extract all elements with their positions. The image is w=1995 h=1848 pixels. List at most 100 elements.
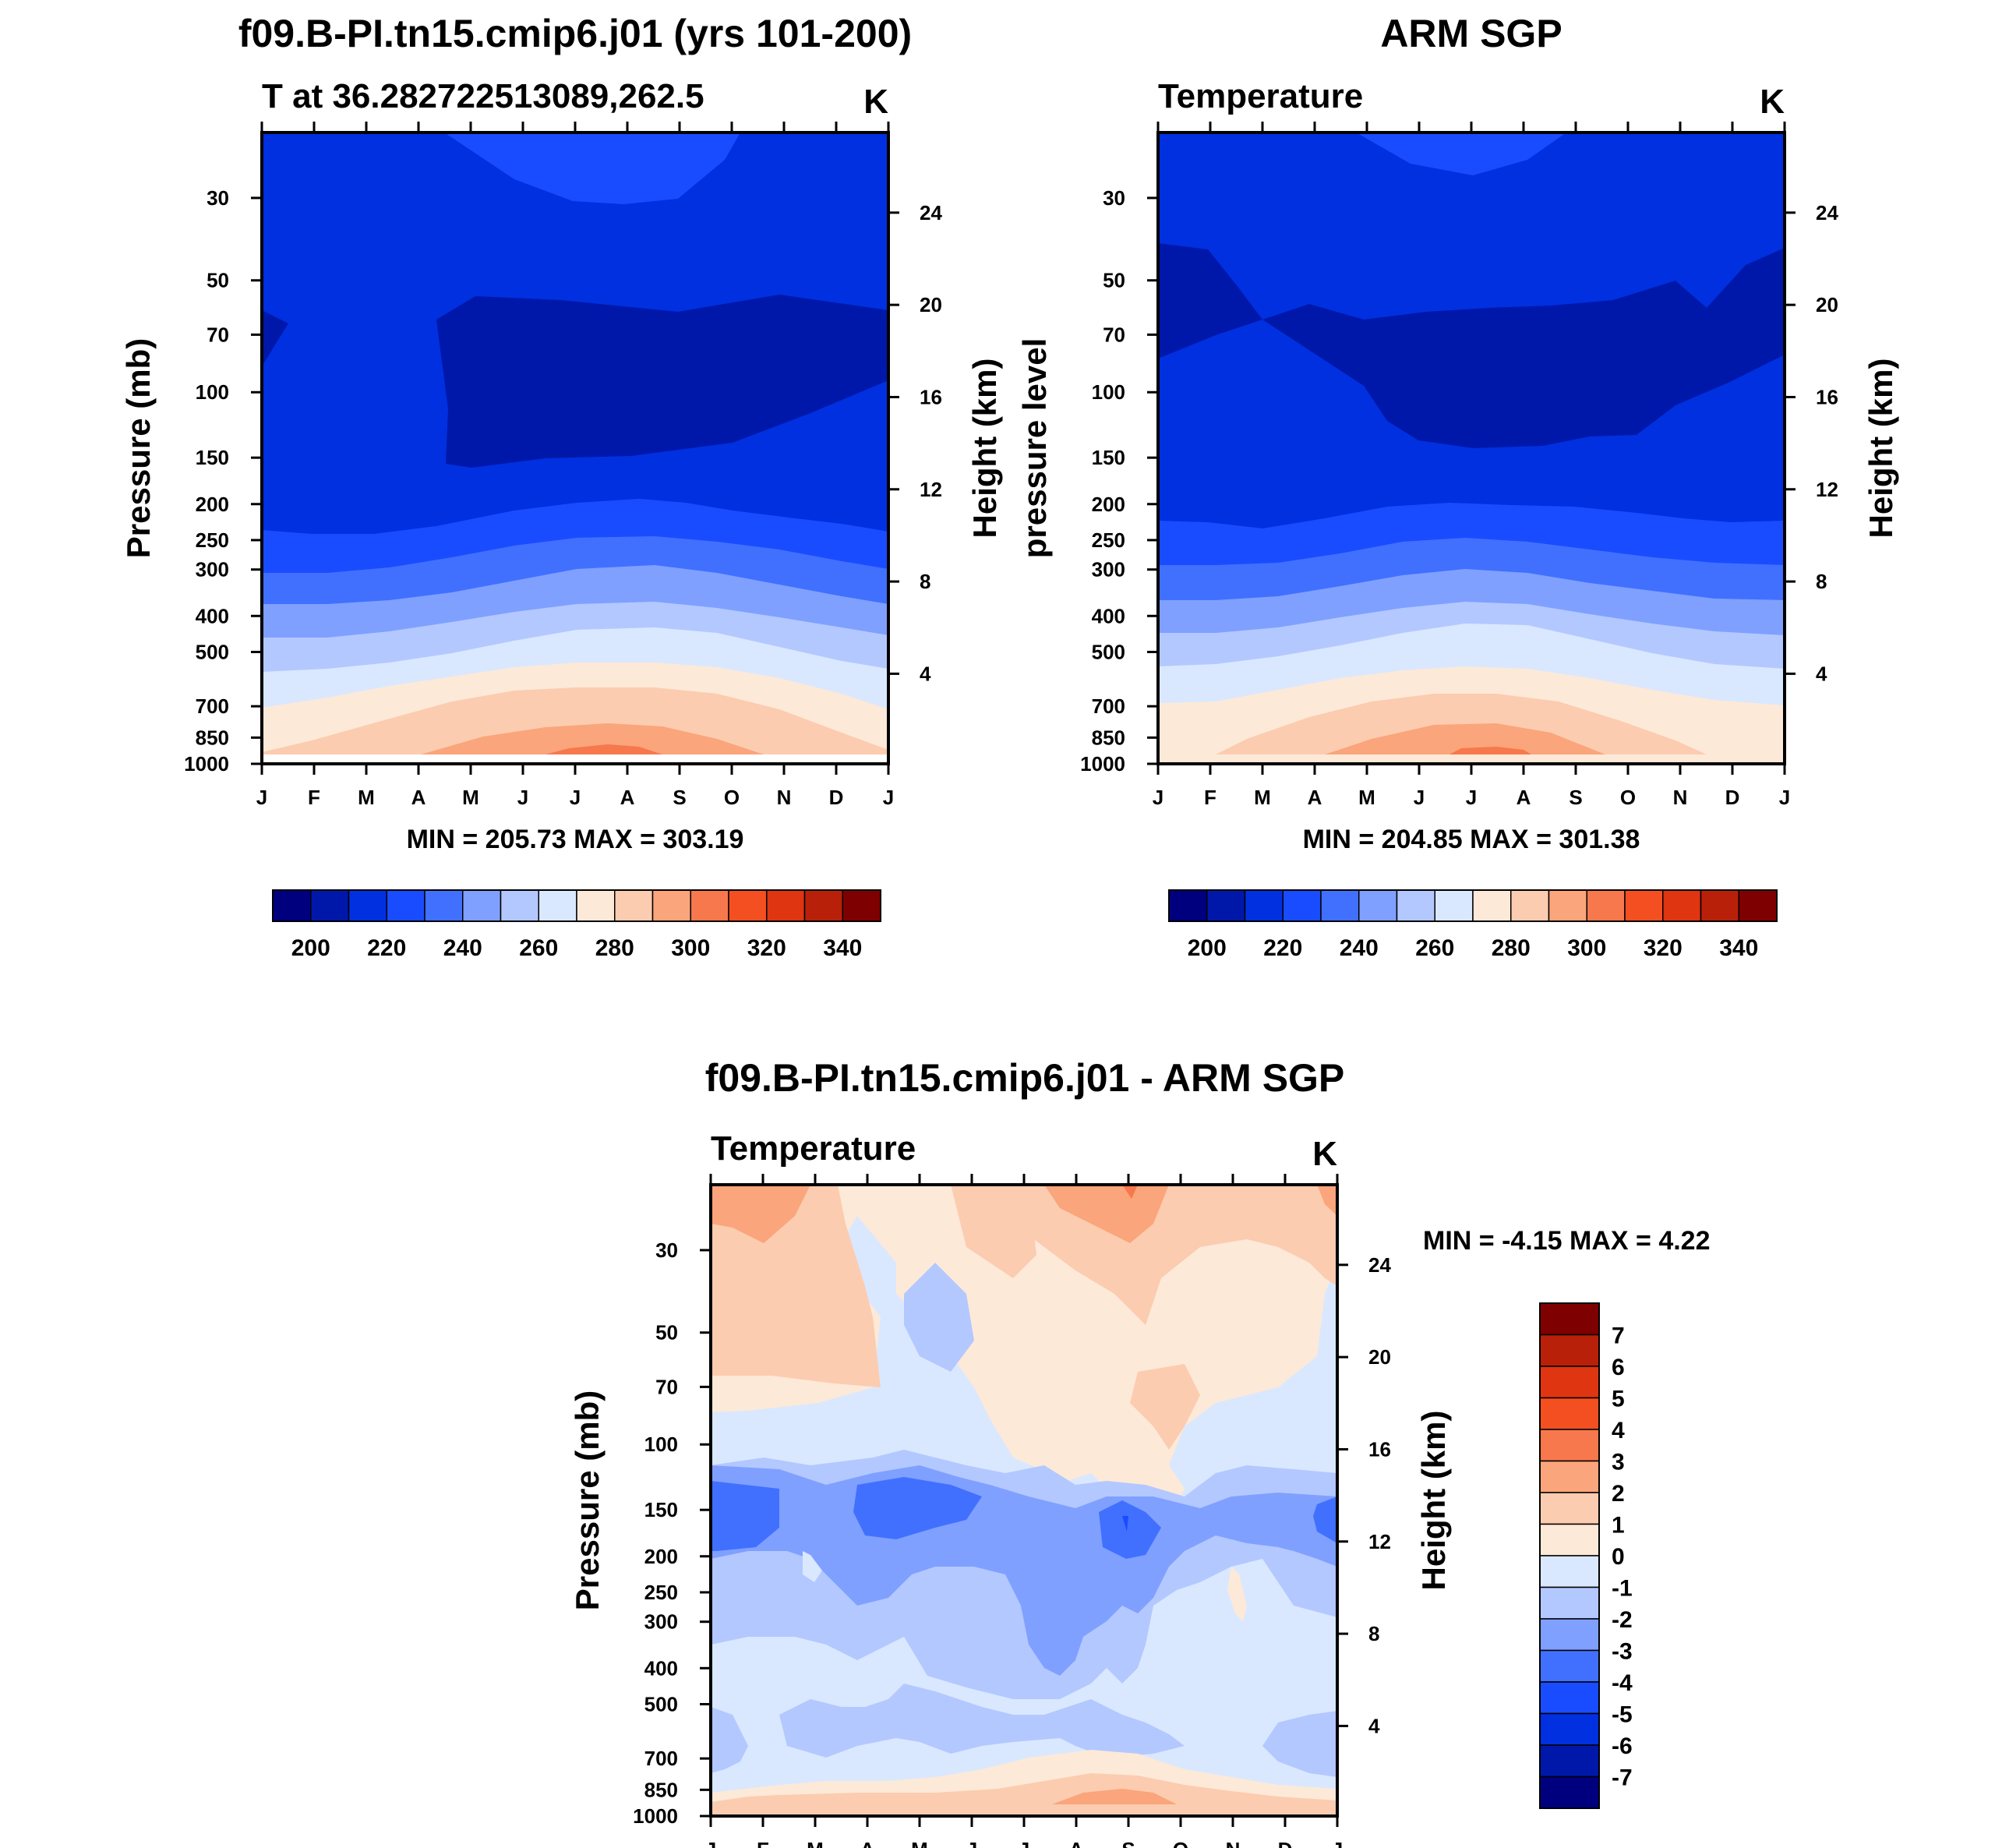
colorbar-label: 3	[1612, 1450, 1625, 1475]
panel-model: f09.B-PI.tn15.cmip6.j01 (yrs 101-200) T …	[120, 12, 1003, 961]
colorbar-label: 200	[291, 935, 330, 961]
colorbar-label: 240	[1340, 935, 1379, 961]
units-label: K	[1312, 1135, 1337, 1173]
x-tick-label: F	[757, 1838, 769, 1848]
colorbar-swatch	[1434, 889, 1474, 922]
colorbar-swatch	[1539, 1776, 1600, 1809]
y-tick-label: 500	[196, 640, 229, 663]
colorbar-swatch	[1548, 889, 1587, 922]
x-tick-label: J	[1779, 786, 1790, 809]
panel-subtitle: Temperature	[1158, 77, 1363, 115]
colorbar-swatch	[1539, 1366, 1600, 1399]
axes: J F M A M J J A S O N D J 30 50 70 100 150 200 250 300 400 500…	[633, 1174, 1391, 1848]
colorbar-swatch	[1539, 1555, 1600, 1588]
panel-subtitle: T at 36.282722513089,262.5	[262, 77, 704, 115]
y-right-tick-label: 16	[1816, 385, 1838, 408]
y-right-tick-label: 12	[1368, 1530, 1391, 1553]
colorbar-label: -2	[1612, 1607, 1633, 1633]
y-tick-label: 1000	[184, 752, 229, 776]
y-tick-label: 850	[1092, 726, 1125, 749]
y-right-tick-label: 12	[1816, 478, 1838, 501]
colorbar-label: 300	[1567, 935, 1606, 961]
y-tick-label: 300	[196, 558, 229, 581]
colorbar-label: 7	[1612, 1323, 1625, 1349]
colorbar-label: -3	[1612, 1639, 1633, 1665]
y-tick-label: 150	[1092, 446, 1125, 469]
colorbar-swatch	[766, 889, 806, 922]
y-tick-label: 30	[1103, 186, 1125, 210]
colorbar-swatch	[1206, 889, 1246, 922]
colorbar-swatch	[1539, 1334, 1600, 1367]
y-tick-label: 100	[1092, 380, 1125, 404]
contour-field	[711, 1185, 1337, 1816]
y-right-tick-label: 24	[1816, 201, 1838, 224]
y-right-tick-label: 8	[1816, 570, 1827, 593]
colorbar-swatch	[538, 889, 577, 922]
colorbar-swatch	[1539, 1586, 1600, 1620]
y-tick-label: 30	[207, 186, 229, 210]
x-tick-label: J	[1153, 786, 1163, 809]
x-tick-label: M	[1358, 786, 1375, 809]
y-tick-label: 700	[644, 1747, 678, 1770]
colorbar-label: -5	[1612, 1702, 1633, 1728]
y-right-tick-label: 4	[1368, 1714, 1380, 1737]
y-right-axis-label: Height (km)	[966, 359, 1003, 539]
x-tick-label: A	[411, 786, 426, 809]
y-right-tick-label: 20	[920, 293, 942, 316]
y-tick-label: 50	[1103, 269, 1125, 292]
y-tick-label: 50	[655, 1321, 678, 1344]
colorbar-swatch	[1539, 1492, 1600, 1525]
colorbar-swatch	[1282, 889, 1322, 922]
y-tick-label: 250	[196, 528, 229, 552]
y-tick-label: 200	[1092, 493, 1125, 516]
colorbar-swatch	[1168, 889, 1208, 922]
x-tick-label: A	[1308, 786, 1322, 809]
x-tick-label: D	[829, 786, 844, 809]
y-axis-label: Pressure (mb)	[120, 338, 157, 558]
colorbar-label: 200	[1188, 935, 1227, 961]
y-tick-label: 500	[644, 1692, 678, 1715]
colorbar-label: 280	[1492, 935, 1531, 961]
x-tick-label: J	[1019, 1838, 1029, 1848]
units-label: K	[1760, 83, 1785, 121]
y-tick-label: 150	[196, 446, 229, 469]
colorbar-label: 260	[519, 935, 558, 961]
colorbar-swatch	[1539, 1618, 1600, 1652]
colorbar-label: 280	[595, 935, 634, 961]
colorbar-swatch	[1539, 1712, 1600, 1746]
colorbar-swatch	[1539, 1302, 1600, 1336]
x-tick-label: F	[308, 786, 320, 809]
colorbar-swatch	[1586, 889, 1626, 922]
colorbar-swatch	[348, 889, 387, 922]
colorbar-label: -7	[1612, 1765, 1633, 1791]
x-tick-label: F	[1204, 786, 1216, 809]
colorbar-swatch	[803, 889, 843, 922]
y-tick-label: 1000	[633, 1804, 678, 1828]
colorbar-swatch	[1510, 889, 1550, 922]
y-tick-label: 1000	[1080, 752, 1125, 776]
colorbar-swatch	[1320, 889, 1360, 922]
colorbar-swatch	[1539, 1744, 1600, 1778]
axes: J F M A M J J A S O N D J 30 50 70 100 150 200 250 300 400 500…	[1080, 122, 1838, 809]
colorbar-label: 6	[1612, 1355, 1625, 1380]
units-label: K	[863, 83, 888, 121]
y-tick-label: 700	[1092, 694, 1125, 718]
colorbar-swatch	[1738, 889, 1778, 922]
colorbar-swatch	[614, 889, 654, 922]
colorbar-swatch	[1358, 889, 1398, 922]
x-tick-label: J	[517, 786, 528, 809]
x-tick-label: D	[1278, 1838, 1293, 1848]
y-tick-label: 300	[1092, 558, 1125, 581]
y-right-tick-label: 24	[920, 201, 942, 224]
colorbar: 200 220 240 260 280 300 320 340	[1168, 889, 1778, 961]
colorbar-swatch	[576, 889, 616, 922]
colorbar-label: 320	[747, 935, 786, 961]
x-tick-label: D	[1725, 786, 1740, 809]
colorbar-swatch	[1700, 889, 1739, 922]
colorbar-label: 220	[1263, 935, 1302, 961]
colorbar-swatch	[1624, 889, 1664, 922]
y-right-axis-label: Height (km)	[1415, 1411, 1452, 1591]
y-axis-label: pressure level	[1016, 338, 1053, 559]
y-tick-label: 300	[644, 1610, 678, 1634]
